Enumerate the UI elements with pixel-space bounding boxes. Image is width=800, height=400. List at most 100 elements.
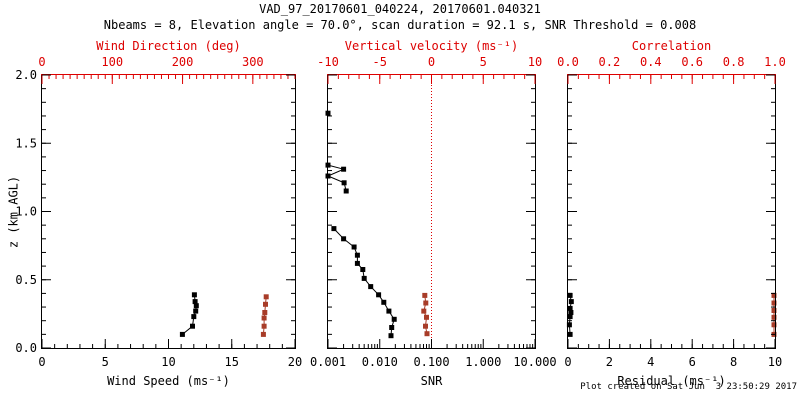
wind-speed-point (191, 314, 197, 320)
panel-frame (41, 74, 296, 349)
residual-point (567, 292, 573, 298)
x-tick-label: 8 (730, 355, 737, 369)
wind-direction-point (261, 323, 267, 329)
x-tick-label: 1.000 (465, 355, 501, 369)
x-axis-title: Wind Speed (ms⁻¹) (107, 374, 230, 388)
y-axis (568, 74, 775, 349)
snr-point (354, 260, 360, 266)
residual-panel: 0 2 4 6 8 10 Residual (ms⁻¹) 0.0 0.2 0.4 0.6 0.8 1.0… (557, 39, 786, 388)
correlation-point (771, 292, 777, 298)
wind-direction-point (261, 315, 267, 321)
top-tick-label: 300 (242, 55, 264, 69)
correlation-point (771, 314, 777, 320)
series-wind-speed (179, 292, 199, 337)
snr-point (354, 252, 360, 258)
snr-point (391, 316, 397, 322)
x-tick-label: 10.000 (513, 355, 556, 369)
plot-subtitle: Nbeams = 8, Elevation angle = 70.0°, sca… (103, 18, 697, 32)
top-tick-label: 0.8 (723, 55, 745, 69)
top-axis-title: Correlation (632, 39, 711, 53)
correlation-point (771, 308, 777, 313)
bottom-axis: 0 2 4 6 8 10 Residual (ms⁻¹) (564, 339, 782, 388)
wind-direction-point (262, 310, 268, 315)
x-tick-label: 6 (689, 355, 696, 369)
top-tick-label: 0 (38, 55, 45, 69)
wind-speed-point (190, 323, 195, 329)
residual-point (567, 305, 573, 311)
residual-point (567, 314, 573, 320)
series-vertical-velocity (421, 292, 430, 337)
snr-point (361, 275, 367, 281)
residual-point (568, 310, 574, 315)
top-tick-label: 0.0 (557, 55, 579, 69)
snr-point (376, 292, 382, 298)
snr-point (341, 166, 347, 172)
x-tick-label: 0.001 (310, 355, 346, 369)
x-tick-label: 4 (647, 355, 654, 369)
top-tick-label: -10 (317, 55, 339, 69)
wind-speed-point (179, 331, 185, 337)
y-tick-label: 1.0 (15, 205, 37, 219)
snr-point (368, 284, 374, 290)
x-tick-label: 0 (564, 355, 571, 369)
top-tick-label: 5 (480, 55, 487, 69)
correlation-point (771, 300, 777, 306)
top-tick-label: -5 (373, 55, 387, 69)
vertical-velocity-point (421, 308, 427, 314)
x-tick-label: 15 (225, 355, 239, 369)
y-tick-label: 2.0 (15, 68, 37, 82)
snr-line (333, 228, 395, 336)
vertical-velocity-point (424, 314, 429, 320)
snr-point (341, 180, 347, 186)
top-tick-label: 200 (172, 55, 194, 69)
top-tick-label: 0.4 (640, 55, 662, 69)
x-tick-label: 5 (102, 355, 109, 369)
vertical-velocity-point (423, 300, 429, 306)
wind-direction-point (260, 331, 266, 337)
y-axis: 0.0 0.5 1.0 1.5 2.0 (15, 68, 295, 355)
top-tick-label: 0.6 (681, 55, 703, 69)
x-tick-label: 2 (606, 355, 613, 369)
x-tick-label: 20 (288, 355, 302, 369)
y-tick-label: 1.5 (15, 136, 37, 150)
wind-speed-point (192, 299, 198, 305)
snr-point (351, 244, 357, 250)
x-tick-label: 0.010 (362, 355, 398, 369)
bottom-axis: 0 5 10 15 20 Wind Speed (ms⁻¹) (38, 339, 302, 388)
y-tick-label: 0.5 (15, 273, 37, 287)
snr-point (389, 325, 395, 330)
x-tick-label: 10 (768, 355, 782, 369)
series-wind-direction (260, 294, 269, 337)
wind-direction-point (263, 301, 268, 307)
top-tick-label: 0 (428, 55, 435, 69)
wind-speed-point (191, 292, 197, 298)
snr-point (386, 308, 392, 314)
x-tick-label: 10 (161, 355, 175, 369)
snr-point (331, 226, 337, 232)
plot-timestamp: Plot created on Sat Jun 3 23:50:29 2017 (580, 382, 797, 392)
vertical-velocity-point (424, 331, 430, 337)
plot-title: VAD_97_20170601_040224, 20170601.040321 (259, 2, 541, 16)
series-snr (325, 110, 397, 339)
snr-panel: 0.001 0.010 0.100 1.000 10.000 SNR -10 -5 0 5 10 Ve… (310, 39, 557, 388)
top-tick-label: 10 (528, 55, 542, 69)
top-tick-label: 100 (101, 55, 123, 69)
snr-point (343, 188, 349, 194)
wind-speed-point (193, 303, 199, 309)
top-axis-title: Wind Direction (deg) (96, 39, 241, 53)
top-axis: 0.0 0.2 0.4 0.6 0.8 1.0 Correlation (557, 39, 786, 84)
residual-point (568, 299, 574, 305)
wind-speed-point (193, 308, 199, 314)
x-tick-label: 0 (38, 355, 45, 369)
correlation-point (771, 322, 777, 328)
snr-point (381, 299, 387, 305)
x-tick-label: 0.100 (413, 355, 449, 369)
x-axis-title: SNR (421, 374, 443, 388)
top-axis-title: Vertical velocity (ms⁻¹) (345, 39, 518, 53)
top-tick-label: 1.0 (764, 55, 786, 69)
panel-frame (567, 74, 776, 349)
vertical-velocity-point (422, 292, 428, 298)
top-tick-label: 0.2 (599, 55, 621, 69)
y-axis (328, 74, 535, 349)
